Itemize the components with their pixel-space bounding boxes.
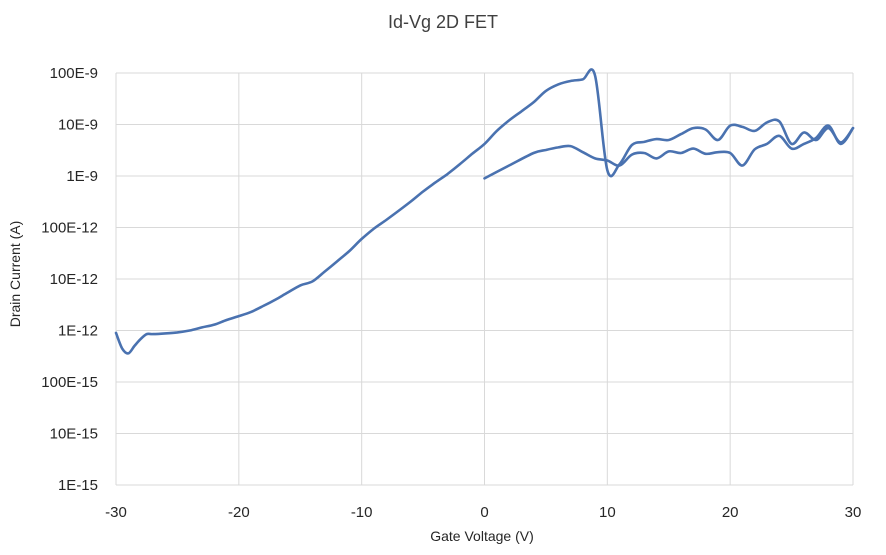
y-tick-label: 1E-12 <box>58 323 98 340</box>
x-tick-label: 20 <box>722 504 739 521</box>
y-tick-label: 1E-9 <box>66 168 98 185</box>
x-tick-label: 30 <box>845 504 862 521</box>
series-layer <box>114 68 855 355</box>
grid <box>115 72 854 486</box>
y-axis-label: Drain Current (A) <box>7 221 23 328</box>
series-line-2 <box>114 68 855 355</box>
y-tick-label: 100E-15 <box>41 374 98 391</box>
chart-title: Id-Vg 2D FET <box>388 12 498 32</box>
y-tick-label: 10E-9 <box>58 117 98 134</box>
x-tick-label: 0 <box>480 504 488 521</box>
y-tick-label: 100E-9 <box>50 65 98 82</box>
y-axis-ticks: 1E-15 10E-15 100E-15 1E-12 10E-12 100E-12 1E-9… <box>41 65 98 494</box>
y-tick-label: 100E-12 <box>41 220 98 237</box>
x-axis-ticks: -30 -20 -10 0 10 20 30 <box>105 504 861 521</box>
y-tick-label: 10E-15 <box>50 426 98 443</box>
y-tick-label: 1E-15 <box>58 477 98 494</box>
x-axis-label: Gate Voltage (V) <box>430 528 534 544</box>
x-tick-label: -10 <box>351 504 373 521</box>
y-tick-label: 10E-12 <box>50 271 98 288</box>
x-tick-label: 10 <box>599 504 616 521</box>
series-line-1 <box>483 124 855 180</box>
x-tick-label: -30 <box>105 504 127 521</box>
x-tick-label: -20 <box>228 504 250 521</box>
